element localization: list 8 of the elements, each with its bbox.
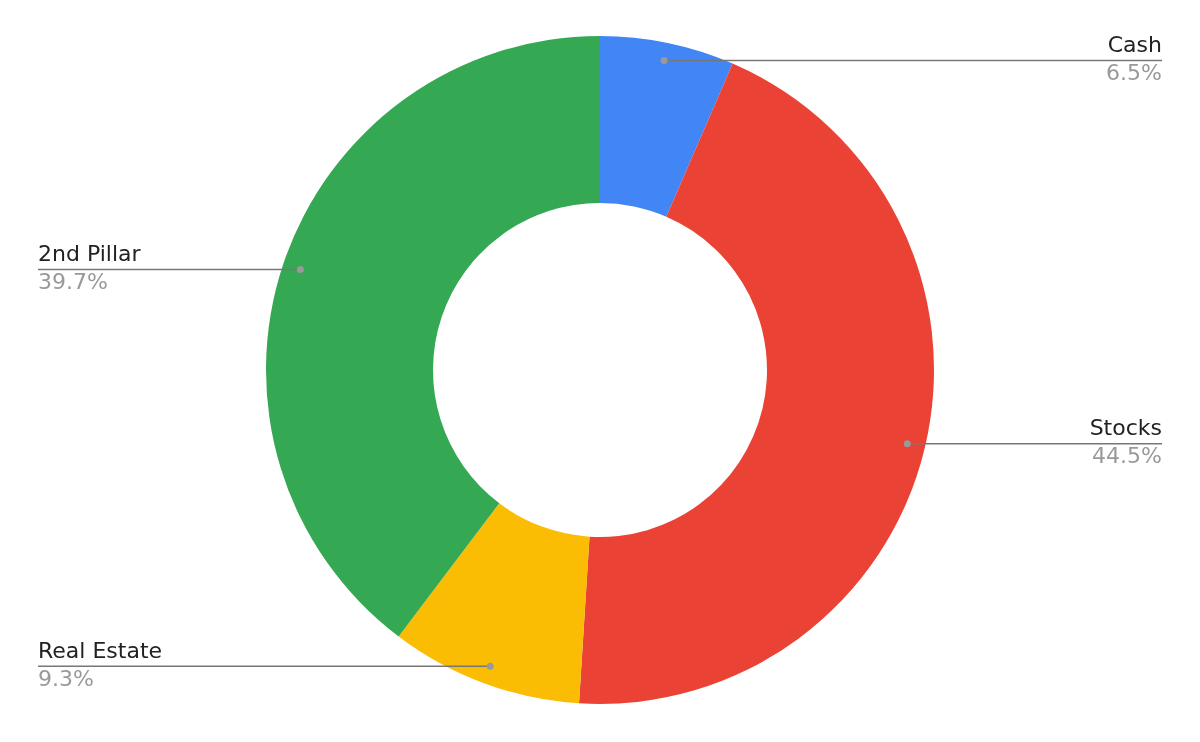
- slice-label: Stocks: [1089, 415, 1162, 441]
- data-label: 9.3%: [38, 666, 94, 692]
- slice-label: Real Estate: [38, 638, 163, 664]
- slice-label: Cash: [1107, 32, 1162, 58]
- data-label: 6.5%: [1106, 60, 1162, 86]
- data-label: 44.5%: [1092, 443, 1162, 469]
- data-label: 39.7%: [38, 269, 108, 295]
- slice-label: 2nd Pillar: [38, 241, 142, 267]
